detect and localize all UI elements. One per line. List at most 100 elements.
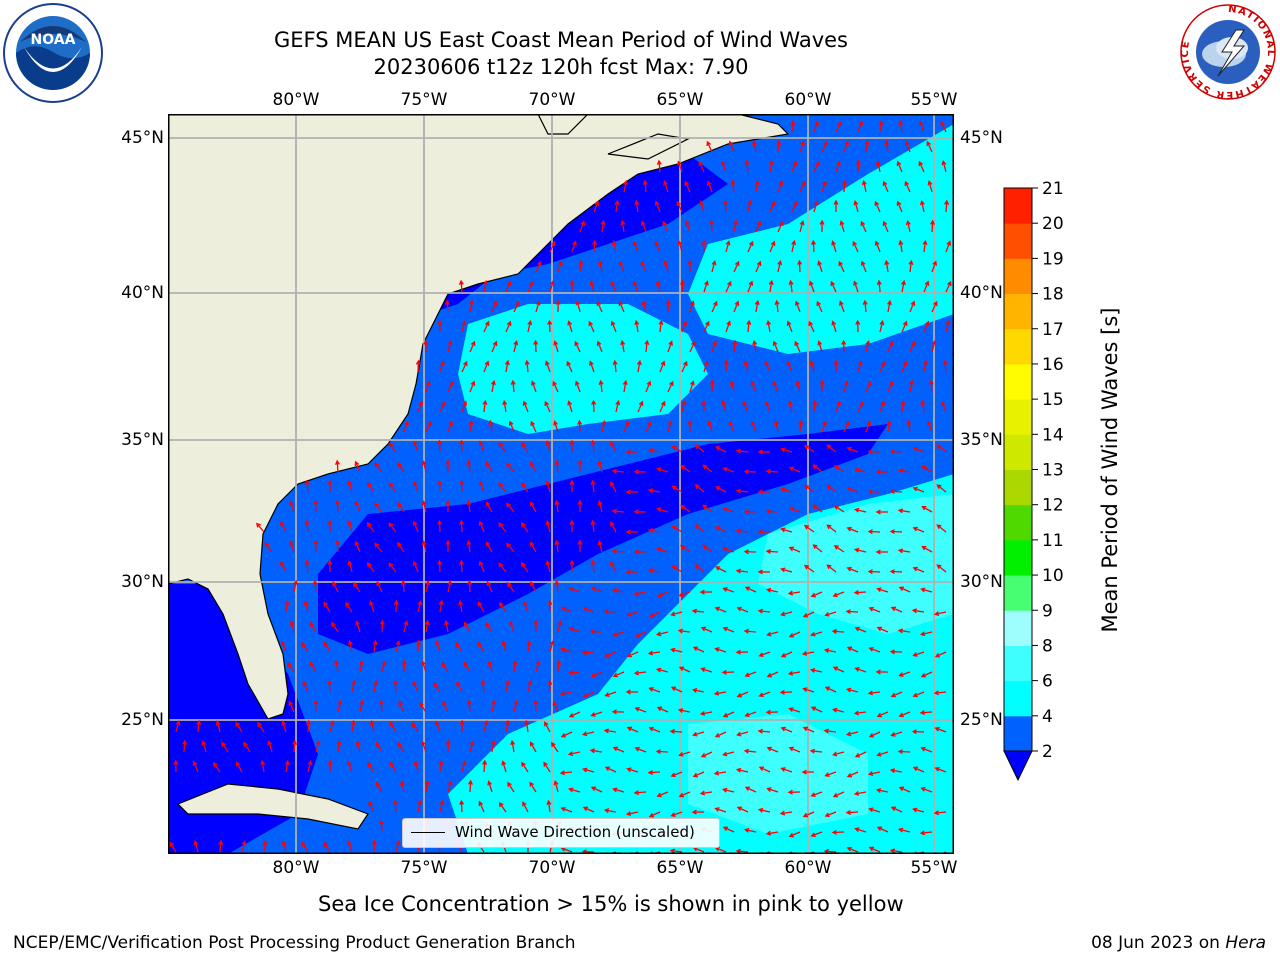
wave-direction-arrow (437, 519, 443, 533)
wave-direction-arrow (193, 840, 199, 853)
wave-direction-arrow (610, 320, 617, 333)
wave-direction-arrow (930, 219, 935, 233)
wave-direction-arrow (933, 611, 947, 617)
wave-direction-arrow (722, 626, 735, 633)
wave-direction-arrow (546, 799, 552, 813)
colorbar-segment (1004, 223, 1032, 259)
wave-direction-arrow (744, 159, 750, 173)
wave-direction-arrow (680, 504, 691, 513)
wave-direction-arrow (597, 499, 603, 513)
wave-direction-arrow (309, 661, 317, 673)
wave-direction-arrow (520, 481, 529, 493)
wave-direction-arrow (667, 380, 674, 393)
wave-direction-arrow (288, 700, 295, 713)
wave-direction-arrow (445, 499, 451, 512)
legend-line-swatch (411, 832, 445, 833)
wave-direction-arrow (736, 691, 749, 698)
noaa-logo: NOAA (3, 3, 103, 103)
wave-direction-arrow (655, 667, 669, 673)
wave-direction-arrow (889, 529, 903, 535)
wave-direction-arrow (434, 720, 441, 733)
wave-direction-arrow (889, 848, 903, 854)
wave-direction-arrow (421, 539, 427, 553)
wave-direction-arrow (853, 200, 859, 213)
wave-direction-arrow (708, 219, 714, 233)
wave-direction-arrow (439, 799, 445, 813)
wave-direction-arrow (896, 160, 903, 173)
wave-direction-arrow (577, 419, 583, 433)
wave-direction-arrow (689, 300, 695, 313)
wave-direction-arrow (530, 581, 537, 593)
wave-direction-arrow (659, 400, 666, 413)
wave-direction-arrow (544, 721, 551, 733)
wave-direction-arrow (545, 560, 551, 573)
wave-direction-arrow (694, 484, 705, 493)
wave-direction-arrow (919, 710, 933, 716)
wave-direction-arrow (437, 479, 443, 493)
wave-direction-arrow (463, 621, 471, 633)
wave-direction-arrow (459, 439, 465, 453)
wave-direction-arrow (812, 399, 818, 413)
wave-direction-arrow (508, 420, 515, 433)
wave-direction-arrow (765, 548, 779, 554)
wave-direction-arrow (499, 601, 507, 613)
wave-direction-arrow (911, 729, 925, 735)
wave-direction-arrow (303, 599, 309, 613)
lat-label-right: 40°N (960, 283, 1003, 303)
wave-direction-arrow (421, 499, 427, 513)
wave-direction-arrow (843, 420, 850, 433)
wave-direction-arrow (689, 340, 696, 353)
wave-direction-arrow (466, 459, 472, 473)
wave-direction-arrow (764, 360, 771, 373)
wave-direction-arrow (603, 728, 617, 734)
wave-direction-arrow (469, 380, 476, 393)
wave-direction-arrow (689, 380, 695, 393)
wave-direction-arrow (575, 299, 581, 313)
wave-direction-arrow (691, 687, 705, 693)
wave-direction-arrow (777, 259, 783, 273)
wave-direction-arrow (919, 631, 933, 637)
wave-direction-arrow (736, 606, 749, 613)
wave-direction-arrow (699, 200, 705, 213)
wave-direction-arrow (811, 239, 816, 253)
wave-direction-arrow (432, 681, 441, 693)
wave-direction-arrow (750, 380, 757, 393)
land (168, 114, 790, 830)
wave-direction-arrow (912, 807, 925, 813)
wave-direction-arrow (524, 719, 530, 733)
wave-direction-arrow (347, 480, 353, 493)
wave-direction-arrow (743, 827, 757, 833)
wave-direction-arrow (780, 527, 793, 533)
wave-direction-arrow (533, 619, 539, 632)
wave-direction-arrow (461, 319, 467, 333)
wave-direction-arrow (506, 581, 515, 593)
wave-direction-arrow (604, 766, 617, 773)
wave-direction-arrow (897, 548, 911, 554)
wave-direction-arrow (853, 790, 867, 796)
wave-direction-arrow (347, 760, 353, 773)
wave-direction-arrow (714, 807, 727, 813)
wave-direction-arrow (721, 669, 735, 675)
wave-direction-arrow (560, 647, 573, 653)
wave-direction-arrow (544, 400, 551, 413)
wave-direction-arrow (590, 711, 603, 717)
wave-direction-arrow (582, 691, 595, 698)
wave-direction-arrow (257, 721, 265, 733)
wave-direction-arrow (505, 280, 512, 293)
nws-logo: NATIONAL WEATHER SERVICE (1180, 4, 1276, 100)
colorbar-tick-label: 16 (1042, 355, 1064, 375)
colorbar-tick-label: 15 (1042, 390, 1064, 410)
wave-direction-arrow (725, 280, 732, 293)
wave-direction-arrow (358, 659, 364, 673)
wave-direction-arrow (826, 484, 837, 493)
wave-direction-arrow (678, 791, 691, 798)
wave-direction-arrow (301, 841, 309, 853)
wave-direction-arrow (752, 339, 758, 353)
wave-direction-arrow (912, 526, 925, 533)
wave-direction-arrow (520, 521, 529, 533)
colorbar-segment (1004, 434, 1032, 470)
wave-direction-arrow (459, 479, 465, 493)
colorbar-tick-label: 12 (1042, 496, 1064, 516)
wave-direction-arrow (313, 699, 319, 713)
wave-direction-arrow (625, 811, 639, 817)
